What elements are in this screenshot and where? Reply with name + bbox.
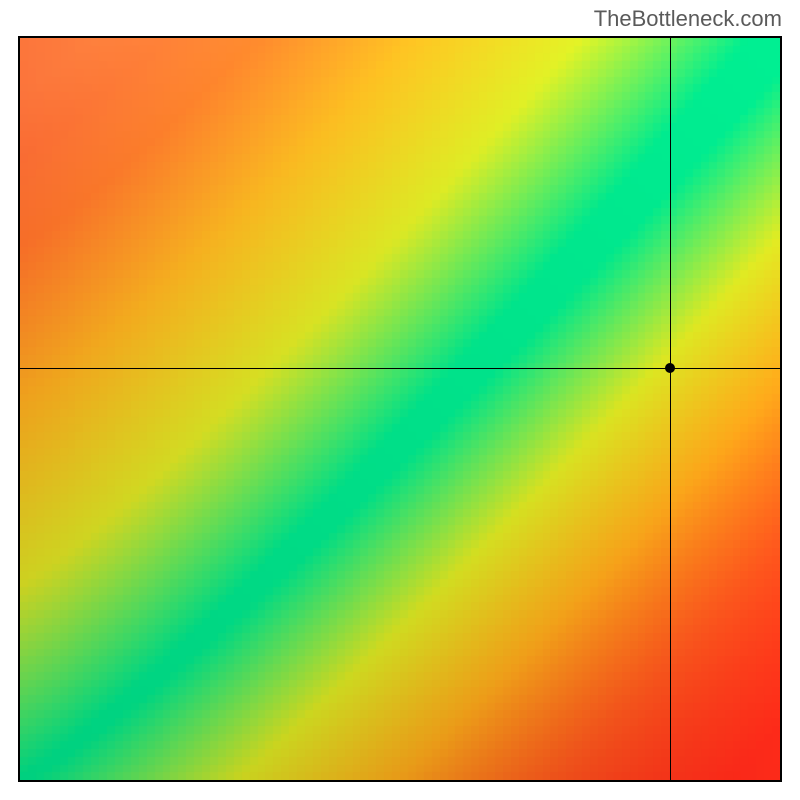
plot-frame [18, 36, 782, 782]
crosshair-vertical [670, 38, 671, 780]
container: TheBottleneck.com [0, 0, 800, 800]
watermark-text: TheBottleneck.com [594, 6, 782, 32]
heatmap-canvas [20, 38, 780, 780]
crosshair-marker [665, 363, 675, 373]
